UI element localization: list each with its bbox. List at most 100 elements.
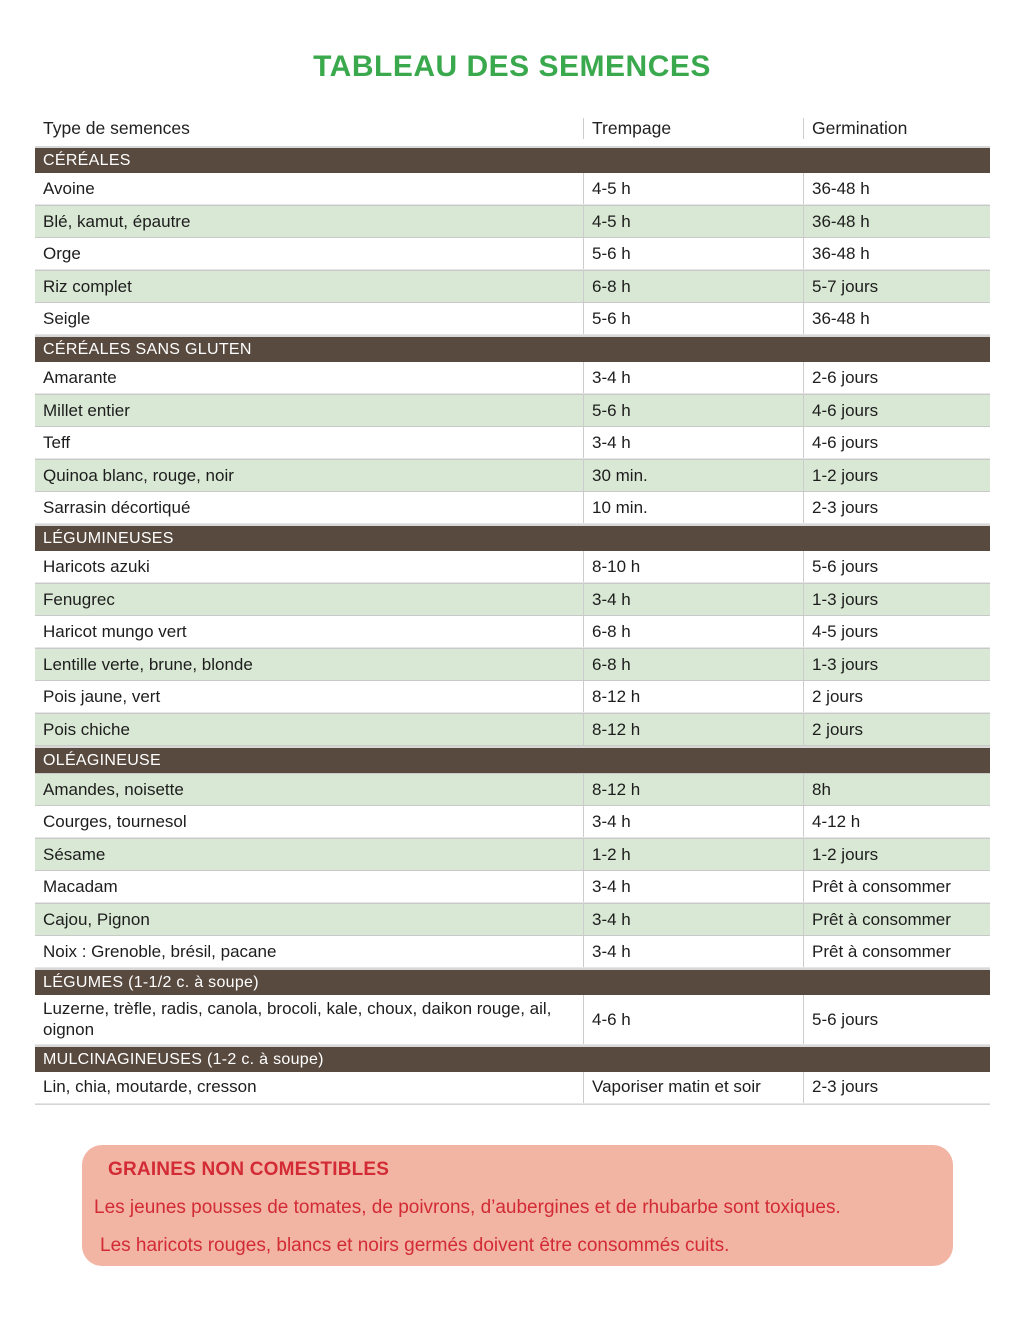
warning-line-2: Les haricots rouges, blancs et noirs ger… [100,1234,730,1256]
table-row: Cajou, Pignon 3-4 h Prêt à consommer [35,903,990,936]
table-row: Lin, chia, moutarde, cresson Vaporiser ma… [35,1071,990,1104]
table-row: Macadam 3-4 h Prêt à consommer [35,871,990,903]
table-row: Lentille verte, brune, blonde 6-8 h 1-3 jo… [35,648,990,681]
trempage-cell: 4-5 h [583,173,803,204]
seed-type-cell: Haricot mungo vert [43,621,187,641]
germination-cell: Prêt à consommer [803,904,990,935]
table-row: Riz complet 6-8 h 5-7 jours [35,270,990,303]
germination-cell: 1-2 jours [803,839,990,870]
column-header-type: Type de semences [43,117,190,138]
germination-cell: 8h [803,774,990,805]
trempage-cell: Vaporiser matin et soir [583,1071,803,1103]
seed-type-cell: Amandes, noisette [43,779,184,799]
warning-title: GRAINES NON COMESTIBLES [108,1159,390,1180]
germination-cell: 4-6 jours [803,395,990,426]
table-body: CÉRÉALES Avoine 4-5 h 36-48 h Blé, kamut, ép… [35,146,990,1104]
trempage-cell: 6-8 h [583,271,803,302]
seed-type-cell: Courges, tournesol [43,811,187,831]
seed-type-cell: Pois chiche [43,719,130,739]
trempage-cell: 10 min. [583,492,803,523]
trempage-cell: 4-5 h [583,206,803,237]
trempage-cell: 5-6 h [583,395,803,426]
germination-cell: 5-7 jours [803,271,990,302]
trempage-cell: 5-6 h [583,238,803,269]
table-row: Haricot mungo vert 6-8 h 4-5 jours [35,616,990,648]
germination-cell: 2-6 jours [803,362,990,393]
table-row: Orge 5-6 h 36-48 h [35,238,990,270]
seed-type-cell: Lentille verte, brune, blonde [43,654,253,674]
page-title: TABLEAU DES SEMENCES [313,50,711,83]
germination-cell: 1-3 jours [803,584,990,615]
trempage-cell: 6-8 h [583,616,803,647]
section-header: CÉRÉALES SANS GLUTEN [35,335,990,362]
seed-type-cell: Luzerne, trèfle, radis, canola, brocoli,… [43,999,552,1040]
seed-type-cell: Teff [43,432,71,452]
table-row: Quinoa blanc, rouge, noir 30 min. 1-2 jour… [35,459,990,492]
section-header: OLÉAGINEUSE [35,746,990,773]
germination-cell: 36-48 h [803,173,990,204]
section-header: CÉRÉALES [35,146,990,173]
table-row: Avoine 4-5 h 36-48 h [35,173,990,205]
trempage-cell: 3-4 h [583,584,803,615]
table-row: Courges, tournesol 3-4 h 4-12 h [35,806,990,838]
germination-cell: 4-6 jours [803,427,990,458]
trempage-cell: 3-4 h [583,936,803,967]
germination-cell: 5-6 jours [803,551,990,582]
table-row: Amandes, noisette 8-12 h 8h [35,773,990,806]
trempage-cell: 1-2 h [583,839,803,870]
table-row: Fenugrec 3-4 h 1-3 jours [35,583,990,616]
seed-type-cell: Millet entier [43,400,130,420]
germination-cell: 1-3 jours [803,649,990,680]
germination-cell: 2-3 jours [803,492,990,523]
seed-type-cell: Pois jaune, vert [43,686,161,706]
germination-cell: 2-3 jours [803,1071,990,1103]
germination-cell: Prêt à consommer [803,936,990,967]
seed-type-cell: Fenugrec [43,589,115,609]
table-row: Noix : Grenoble, brésil, pacane 3-4 h Prêt… [35,936,990,968]
seed-type-cell: Quinoa blanc, rouge, noir [43,465,234,485]
table-row: Millet entier 5-6 h 4-6 jours [35,394,990,427]
table-row: Haricots azuki 8-10 h 5-6 jours [35,551,990,583]
seed-type-cell: Sarrasin décortiqué [43,497,191,517]
trempage-cell: 3-4 h [583,427,803,458]
table-row: Sarrasin décortiqué 10 min. 2-3 jours [35,492,990,524]
germination-cell: 36-48 h [803,206,990,237]
seed-type-cell: Cajou, Pignon [43,909,150,929]
column-header-trempage: Trempage [583,117,803,139]
table-header-row: Type de semences Trempage Germination [35,110,990,146]
seed-type-cell: Seigle [43,308,91,328]
seed-type-cell: Blé, kamut, épautre [43,211,191,231]
seed-type-cell: Haricots azuki [43,556,150,576]
section-header: MULCINAGINEUSES (1-2 c. à soupe) [35,1044,990,1072]
germination-cell: 4-5 jours [803,616,990,647]
seed-type-cell: Lin, chia, moutarde, cresson [43,1077,257,1097]
germination-cell: Prêt à consommer [803,871,990,902]
trempage-cell: 8-12 h [583,681,803,712]
trempage-cell: 8-10 h [583,551,803,582]
germination-cell: 4-12 h [803,806,990,837]
column-header-germination: Germination [803,117,990,139]
trempage-cell: 3-4 h [583,806,803,837]
table-row: Sésame 1-2 h 1-2 jours [35,838,990,871]
warning-line-1: Les jeunes pousses de tomates, de poivro… [94,1197,841,1218]
seed-type-cell: Riz complet [43,276,132,296]
table-row: Blé, kamut, épautre 4-5 h 36-48 h [35,205,990,238]
seed-type-cell: Orge [43,243,81,263]
trempage-cell: 30 min. [583,460,803,491]
seed-type-cell: Macadam [43,876,118,896]
seed-type-cell: Amarante [43,367,117,387]
warning-box: GRAINES NON COMESTIBLES Les jeunes pouss… [82,1145,953,1266]
table-row: Seigle 5-6 h 36-48 h [35,303,990,335]
germination-cell: 1-2 jours [803,460,990,491]
table-row: Amarante 3-4 h 2-6 jours [35,362,990,394]
trempage-cell: 5-6 h [583,303,803,334]
germination-cell: 5-6 jours [803,995,990,1044]
trempage-cell: 8-12 h [583,714,803,745]
trempage-cell: 8-12 h [583,774,803,805]
trempage-cell: 4-6 h [583,995,803,1044]
trempage-cell: 3-4 h [583,904,803,935]
seed-type-cell: Noix : Grenoble, brésil, pacane [43,941,277,961]
germination-cell: 2 jours [803,681,990,712]
